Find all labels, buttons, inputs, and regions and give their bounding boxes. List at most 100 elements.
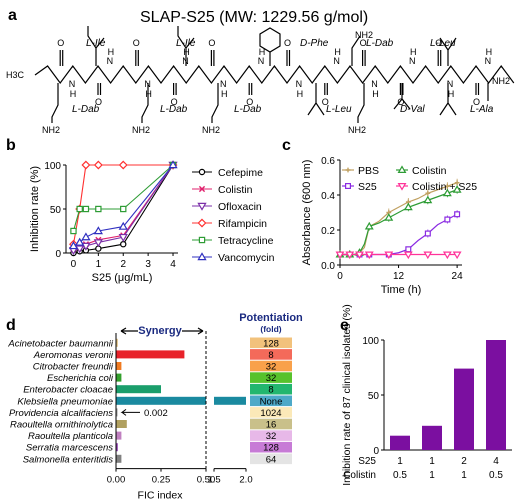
leu-side-chain — [307, 83, 325, 116]
fic-bar — [116, 420, 127, 428]
data-point — [423, 251, 433, 260]
colistin-dose-label: 1 — [461, 470, 467, 481]
legend-marker — [397, 183, 407, 191]
panel-b: b 0 50 100 0 1 2 3 4 S25 (μg/mL) Inhibition rate … — [6, 137, 275, 284]
residue-label-top: L-Leu — [430, 38, 456, 49]
potentiation-cell — [250, 372, 292, 383]
fic-bar — [116, 373, 122, 382]
species-label: Aeromonas veronii — [33, 350, 114, 361]
fic-bar — [116, 454, 122, 463]
dab-side-chain — [141, 83, 149, 123]
y-tick-label: 0.2 — [321, 226, 335, 237]
series-line — [72, 164, 174, 245]
ile-side-chain — [177, 26, 195, 66]
peptide-atom-labels: ONHONHONHONHONHONHONHONHONHONHONHONHH3CN… — [6, 30, 510, 135]
hydrogen-atom: H — [70, 89, 77, 99]
amine-group: NH2 — [42, 125, 60, 135]
oxygen-atom: O — [246, 97, 253, 107]
legend-label: Rifampicin — [218, 218, 267, 230]
y-tick-label: 0.0 — [321, 261, 335, 272]
val-side-chain — [393, 83, 411, 110]
nitrogen-atom: N — [258, 56, 265, 66]
data-point — [403, 202, 413, 211]
data-point — [335, 251, 345, 260]
residue-label-bottom: L-Dab — [160, 104, 188, 115]
y-tick-label: 0.6 — [321, 156, 335, 167]
leu-side-chain — [439, 83, 457, 116]
hydrogen-atom: H — [221, 89, 228, 99]
nitrogen-atom: N — [144, 79, 151, 89]
synergy-label: Synergy — [138, 325, 182, 337]
s25-dose-label: 2 — [461, 456, 467, 467]
panel-letter-c: c — [282, 137, 291, 154]
peptide-backbone — [34, 26, 515, 123]
amine-group: NH2 — [348, 125, 366, 135]
legend-marker — [198, 236, 206, 244]
potentiation-subtitle: (fold) — [260, 324, 281, 334]
panel-letter-e: e — [340, 317, 349, 334]
legend-label: Vancomycin — [218, 252, 275, 264]
legend-label: Ofloxacin — [218, 201, 262, 213]
data-point — [442, 188, 452, 197]
x-axis-label: FIC index — [138, 490, 184, 502]
nitrogen-atom: N — [296, 79, 303, 89]
legend-label: Colistin — [412, 165, 447, 177]
oxygen-atom: O — [360, 38, 367, 48]
fic-bar — [116, 431, 122, 440]
series-line — [340, 189, 458, 256]
legend-marker — [198, 168, 206, 176]
potentiation-value: 32 — [266, 431, 277, 442]
species-label: Enterobacter cloacae — [23, 385, 113, 396]
fic-bar — [116, 362, 122, 370]
series-line — [72, 164, 174, 232]
potentiation-cell — [250, 383, 292, 395]
hydrogen-atom: H — [448, 89, 455, 99]
synergy-label-bg — [138, 324, 182, 336]
inhibition-bar — [486, 340, 506, 450]
data-point — [120, 240, 127, 248]
legend-marker — [197, 202, 207, 211]
fic-bar — [116, 338, 118, 347]
x-tick-label: 0.00 — [107, 475, 126, 486]
potentiation-value: 8 — [268, 385, 273, 396]
data-point — [454, 180, 460, 186]
legend-marker — [397, 165, 407, 173]
nitrogen-atom: N — [409, 56, 416, 66]
data-point — [405, 246, 412, 253]
y-tick-label: 0 — [373, 446, 379, 457]
potentiation-value: 128 — [263, 338, 279, 349]
nitrogen-atom: N — [333, 56, 340, 66]
inhibition-bar — [422, 425, 442, 450]
inhibition-bar — [454, 368, 474, 450]
potentiation-cell — [250, 395, 292, 407]
hydrogen-atom: H — [145, 89, 152, 99]
amine-group: NH2 — [355, 30, 373, 40]
nitrogen-atom: N — [447, 79, 454, 89]
series-line — [340, 182, 458, 256]
y-tick-label: 0 — [55, 249, 61, 260]
legend-label: Colistin — [218, 184, 253, 196]
methyl-group: H3C — [6, 70, 25, 80]
residue-label-top: L-Dab — [366, 38, 394, 49]
residue-label-bottom: D-Val — [400, 104, 425, 115]
data-point — [452, 251, 462, 260]
data-point — [118, 160, 128, 170]
fic-bar — [116, 443, 118, 452]
data-point — [81, 242, 91, 251]
dab-upper-side-chain — [351, 35, 361, 66]
data-point — [70, 227, 77, 235]
data-point — [454, 211, 461, 218]
hydrogen-atom: H — [372, 89, 379, 99]
fic-bar — [116, 396, 206, 405]
backbone-zigzag — [34, 64, 515, 85]
residue-label-bottom: L-Leu — [326, 104, 352, 115]
colistin-dose-label: 0.5 — [393, 470, 407, 481]
data-point — [384, 213, 394, 221]
y-axis-label: Absorbance (600 nm) — [301, 160, 313, 266]
x-axis-label: Time (h) — [381, 284, 422, 296]
data-point — [118, 233, 128, 242]
data-point — [364, 221, 374, 230]
data-point — [93, 226, 103, 235]
data-point — [76, 205, 83, 213]
oxygen-atom: O — [171, 97, 178, 107]
